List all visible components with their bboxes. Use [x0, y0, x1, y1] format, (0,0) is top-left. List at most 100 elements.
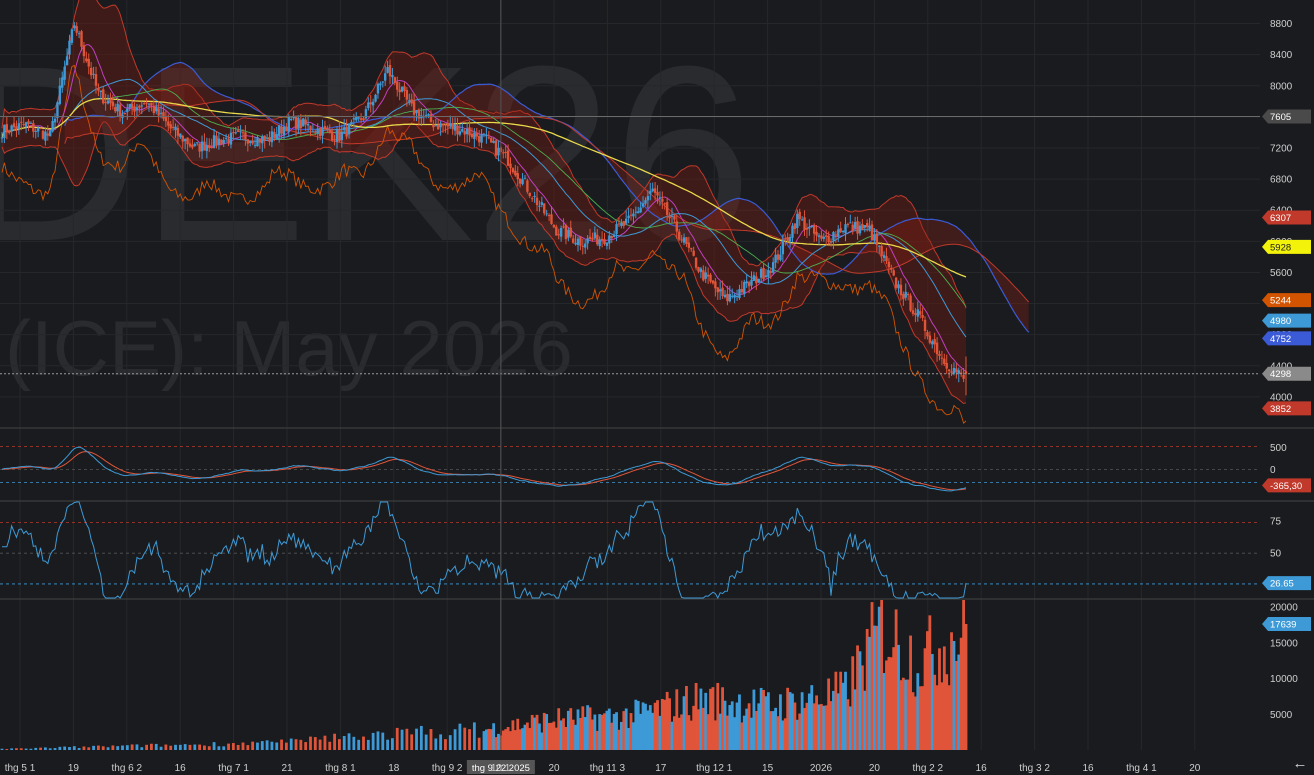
candle-body[interactable]	[412, 101, 416, 115]
volume-bar[interactable]	[299, 739, 303, 750]
candle-body[interactable]	[374, 94, 377, 102]
candle-body[interactable]	[39, 127, 42, 130]
candle-body[interactable]	[5, 124, 9, 133]
volume-bar[interactable]	[236, 744, 240, 750]
volume-bar[interactable]	[415, 728, 418, 750]
candle-body[interactable]	[15, 126, 18, 130]
volume-bar[interactable]	[672, 716, 676, 750]
candle-body[interactable]	[658, 197, 662, 199]
candle-body[interactable]	[726, 293, 729, 302]
volume-bar[interactable]	[668, 698, 671, 750]
candle-body[interactable]	[256, 137, 259, 147]
volume-bar[interactable]	[791, 693, 794, 750]
volume-bar[interactable]	[557, 708, 561, 750]
volume-bar[interactable]	[899, 680, 903, 750]
volume-bar[interactable]	[289, 738, 293, 750]
candle-body[interactable]	[627, 215, 630, 219]
candle-body[interactable]	[193, 144, 196, 146]
volume-bar[interactable]	[562, 718, 565, 750]
candle-body[interactable]	[584, 243, 587, 248]
volume-bar[interactable]	[270, 741, 274, 750]
candle-body[interactable]	[261, 136, 264, 144]
candle-body[interactable]	[381, 81, 384, 83]
volume-bar[interactable]	[680, 714, 684, 750]
candle-body[interactable]	[822, 236, 826, 239]
candle-body[interactable]	[376, 83, 380, 94]
candle-body[interactable]	[446, 123, 450, 127]
volume-bar[interactable]	[72, 746, 76, 750]
candle-body[interactable]	[694, 257, 698, 268]
rsi-pane[interactable]	[0, 501, 1260, 600]
volume-bar[interactable]	[921, 686, 925, 750]
volume-bar[interactable]	[639, 713, 643, 750]
volume-bar[interactable]	[260, 741, 264, 750]
volume-bar[interactable]	[458, 723, 462, 750]
candle-body[interactable]	[531, 198, 534, 200]
volume-bar[interactable]	[776, 716, 780, 750]
volume-bar[interactable]	[598, 714, 602, 750]
candle-body[interactable]	[258, 138, 262, 143]
volume-bar[interactable]	[53, 748, 57, 750]
volume-bar[interactable]	[675, 689, 679, 750]
volume-bar[interactable]	[856, 645, 859, 750]
volume-bar[interactable]	[807, 693, 811, 750]
volume-bar[interactable]	[82, 746, 86, 750]
volume-bar[interactable]	[950, 632, 953, 750]
candle-body[interactable]	[94, 74, 98, 86]
candle-body[interactable]	[632, 213, 635, 217]
candle-body[interactable]	[249, 140, 252, 143]
candle-body[interactable]	[51, 120, 54, 132]
candle-body[interactable]	[904, 291, 907, 298]
candle-body[interactable]	[516, 173, 519, 180]
candle-body[interactable]	[829, 241, 833, 243]
volume-bar[interactable]	[92, 745, 95, 750]
candle-body[interactable]	[20, 121, 23, 123]
volume-bar[interactable]	[521, 728, 524, 750]
volume-bar[interactable]	[101, 746, 105, 750]
volume-bar[interactable]	[342, 736, 346, 750]
candle-body[interactable]	[482, 134, 486, 136]
volume-bar[interactable]	[424, 734, 428, 750]
candle-body[interactable]	[68, 40, 71, 55]
candle-body[interactable]	[858, 225, 862, 234]
candle-body[interactable]	[890, 267, 893, 270]
candle-body[interactable]	[906, 293, 910, 296]
candle-body[interactable]	[44, 131, 47, 141]
volume-bar[interactable]	[692, 705, 696, 750]
candle-body[interactable]	[569, 227, 572, 237]
candle-body[interactable]	[579, 236, 582, 246]
candle-body[interactable]	[810, 225, 813, 227]
volume-bar[interactable]	[636, 700, 640, 750]
volume-bar[interactable]	[812, 703, 816, 750]
volume-bar[interactable]	[783, 718, 787, 750]
volume-bar[interactable]	[485, 729, 488, 750]
volume-bar[interactable]	[468, 729, 471, 750]
candle-body[interactable]	[0, 137, 4, 139]
candle-body[interactable]	[109, 98, 112, 104]
candle-body[interactable]	[834, 234, 838, 236]
candle-body[interactable]	[186, 137, 189, 145]
candle-body[interactable]	[246, 139, 250, 144]
volume-bar[interactable]	[858, 651, 862, 750]
volume-bar[interactable]	[766, 692, 770, 750]
volume-bar[interactable]	[730, 701, 734, 750]
candle-body[interactable]	[687, 242, 691, 248]
volume-bar[interactable]	[333, 733, 336, 750]
volume-bar[interactable]	[24, 748, 28, 750]
volume-bar[interactable]	[410, 734, 414, 750]
candle-body[interactable]	[150, 102, 153, 106]
candle-body[interactable]	[933, 339, 936, 345]
candle-body[interactable]	[849, 222, 852, 224]
candle-body[interactable]	[644, 200, 647, 204]
volume-bar[interactable]	[559, 720, 563, 750]
volume-bar[interactable]	[663, 699, 667, 750]
volume-bar[interactable]	[644, 703, 647, 750]
volume-bar[interactable]	[947, 685, 951, 750]
candle-body[interactable]	[943, 358, 946, 364]
volume-bar[interactable]	[651, 712, 655, 750]
volume-bar[interactable]	[624, 708, 628, 750]
candle-body[interactable]	[123, 112, 127, 114]
candle-body[interactable]	[241, 132, 245, 134]
candle-body[interactable]	[945, 363, 948, 369]
candle-body[interactable]	[405, 90, 409, 100]
